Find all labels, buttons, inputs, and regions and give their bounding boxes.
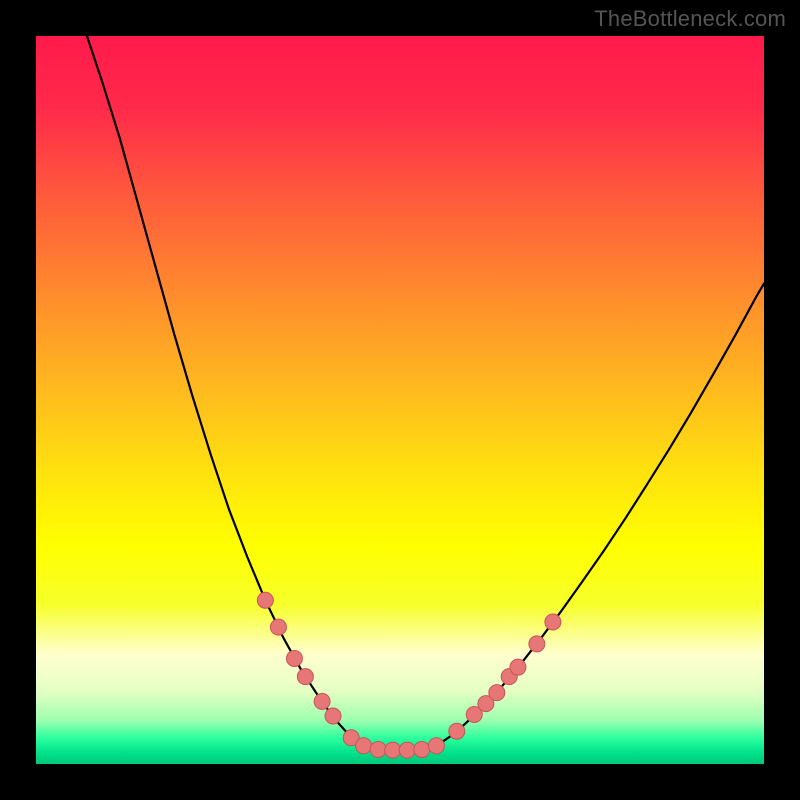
data-point	[510, 659, 526, 675]
data-point	[428, 738, 444, 754]
data-point	[545, 614, 561, 630]
data-point	[370, 741, 386, 757]
data-point	[385, 742, 401, 758]
data-point	[286, 650, 302, 666]
data-point	[297, 669, 313, 685]
data-point	[314, 693, 330, 709]
data-point	[449, 723, 465, 739]
data-point	[489, 685, 505, 701]
plot-area	[36, 36, 764, 764]
chart-stage: TheBottleneck.com	[0, 0, 800, 800]
data-point	[356, 738, 372, 754]
data-point	[257, 592, 273, 608]
data-point	[529, 636, 545, 652]
data-point	[414, 741, 430, 757]
bottleneck-chart	[0, 0, 800, 800]
data-point	[325, 708, 341, 724]
data-point	[399, 742, 415, 758]
watermark-text: TheBottleneck.com	[594, 6, 786, 32]
data-point	[270, 619, 286, 635]
